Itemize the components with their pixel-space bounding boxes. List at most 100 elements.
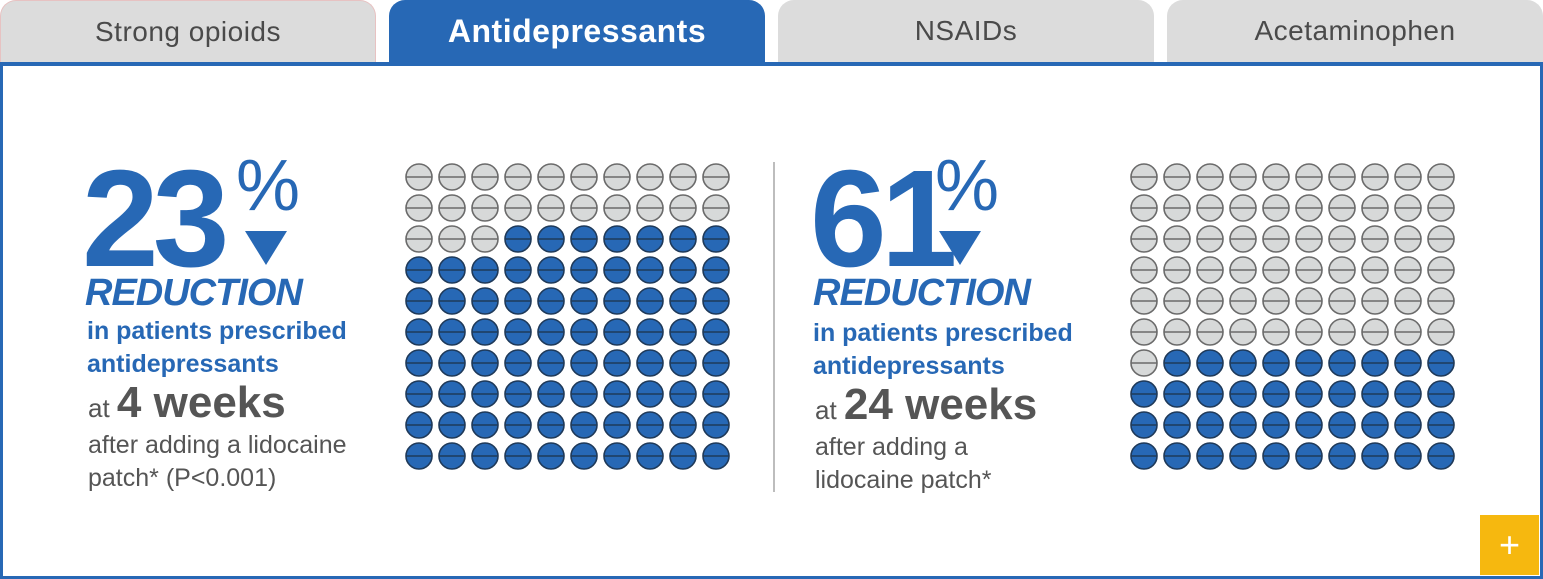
pill-icon <box>1328 442 1356 470</box>
pill-icon <box>570 442 598 470</box>
pill-icon <box>1295 411 1323 439</box>
pill-icon <box>537 442 565 470</box>
pill-icon <box>1394 411 1422 439</box>
pill-icon <box>636 256 664 284</box>
pill-icon <box>636 442 664 470</box>
pill-icon <box>669 318 697 346</box>
subtitle-line2: antidepressants <box>813 352 1005 380</box>
pill-icon <box>1196 225 1224 253</box>
after-line2: lidocaine patch* <box>815 466 992 494</box>
pill-icon <box>636 318 664 346</box>
weeks-value: 24 weeks <box>843 380 1038 429</box>
pill-icon <box>1229 194 1257 222</box>
pill-grid-svg <box>405 163 730 470</box>
pill-icon <box>1229 163 1257 191</box>
pill-icon <box>1262 287 1290 315</box>
pill-icon <box>471 349 499 377</box>
pill-icon <box>1196 411 1224 439</box>
tab-strong-opioids[interactable]: Strong opioids <box>0 0 376 62</box>
pill-icon <box>636 380 664 408</box>
pill-icon <box>1295 442 1323 470</box>
expand-button[interactable]: + <box>1480 515 1539 575</box>
pill-icon <box>1328 256 1356 284</box>
pill-icon <box>504 318 532 346</box>
pill-icon <box>570 411 598 439</box>
pill-icon <box>1394 287 1422 315</box>
after-line1: after adding a <box>815 433 968 461</box>
pill-icon <box>1196 163 1224 191</box>
pill-icon <box>1394 225 1422 253</box>
pill-icon <box>1427 287 1455 315</box>
pill-icon <box>405 194 433 222</box>
pill-icon <box>537 411 565 439</box>
tab-nsaids[interactable]: NSAIDs <box>778 0 1154 62</box>
pill-icon <box>702 287 730 315</box>
subtitle-line2: antidepressants <box>87 350 279 378</box>
pill-icon <box>603 318 631 346</box>
tab-antidepressants[interactable]: Antidepressants <box>389 0 765 62</box>
pill-icon <box>405 287 433 315</box>
percent-sign: % <box>236 146 301 226</box>
pill-icon <box>636 194 664 222</box>
pill-icon <box>636 287 664 315</box>
pill-icon <box>1130 225 1158 253</box>
plus-icon: + <box>1498 524 1521 565</box>
pill-icon <box>1394 163 1422 191</box>
pill-icon <box>537 194 565 222</box>
pill-icon <box>1262 256 1290 284</box>
pill-icon <box>1427 256 1455 284</box>
pill-icon <box>537 318 565 346</box>
stat-number: 61 <box>810 142 957 296</box>
pill-icon <box>1394 349 1422 377</box>
pill-icon <box>636 163 664 191</box>
pill-icon <box>471 225 499 253</box>
pill-icon <box>570 194 598 222</box>
pill-icon <box>1427 411 1455 439</box>
pill-icon <box>504 287 532 315</box>
pill-icon <box>702 318 730 346</box>
pill-icon <box>1361 349 1389 377</box>
pill-icon <box>504 411 532 439</box>
pill-icon <box>1328 194 1356 222</box>
pill-icon <box>405 411 433 439</box>
pill-icon <box>438 194 466 222</box>
pill-icon <box>1130 411 1158 439</box>
pill-icon <box>1196 380 1224 408</box>
after-line1: after adding a lidocaine <box>88 431 347 459</box>
pill-icon <box>1361 411 1389 439</box>
pill-icon <box>504 256 532 284</box>
pill-icon <box>1361 318 1389 346</box>
pill-icon <box>669 442 697 470</box>
pill-icon <box>702 225 730 253</box>
pill-icon <box>1262 380 1290 408</box>
pill-icon <box>1262 411 1290 439</box>
pill-icon <box>1328 163 1356 191</box>
timepoint: at 4 weeks <box>88 378 286 428</box>
pill-icon <box>1262 194 1290 222</box>
pill-icon <box>438 256 466 284</box>
pill-icon <box>1295 256 1323 284</box>
pill-icon <box>1196 256 1224 284</box>
tab-acetaminophen[interactable]: Acetaminophen <box>1167 0 1543 62</box>
after-line2: patch* (P<0.001) <box>88 464 277 492</box>
pill-icon <box>702 349 730 377</box>
pill-icon <box>669 163 697 191</box>
pill-icon <box>1229 380 1257 408</box>
pill-icon <box>570 349 598 377</box>
pill-icon <box>1130 442 1158 470</box>
pill-icon <box>1163 194 1191 222</box>
pill-icon <box>471 194 499 222</box>
pill-icon <box>669 411 697 439</box>
pill-icon <box>537 349 565 377</box>
pill-icon <box>1295 380 1323 408</box>
down-triangle-icon <box>939 231 981 265</box>
pill-icon <box>405 163 433 191</box>
pill-icon <box>1163 225 1191 253</box>
pill-icon <box>1394 318 1422 346</box>
pill-icon <box>1361 287 1389 315</box>
weeks-value: 4 weeks <box>116 378 286 427</box>
pill-grid <box>405 163 735 478</box>
pill-icon <box>1427 163 1455 191</box>
pill-icon <box>702 194 730 222</box>
pill-icon <box>570 225 598 253</box>
